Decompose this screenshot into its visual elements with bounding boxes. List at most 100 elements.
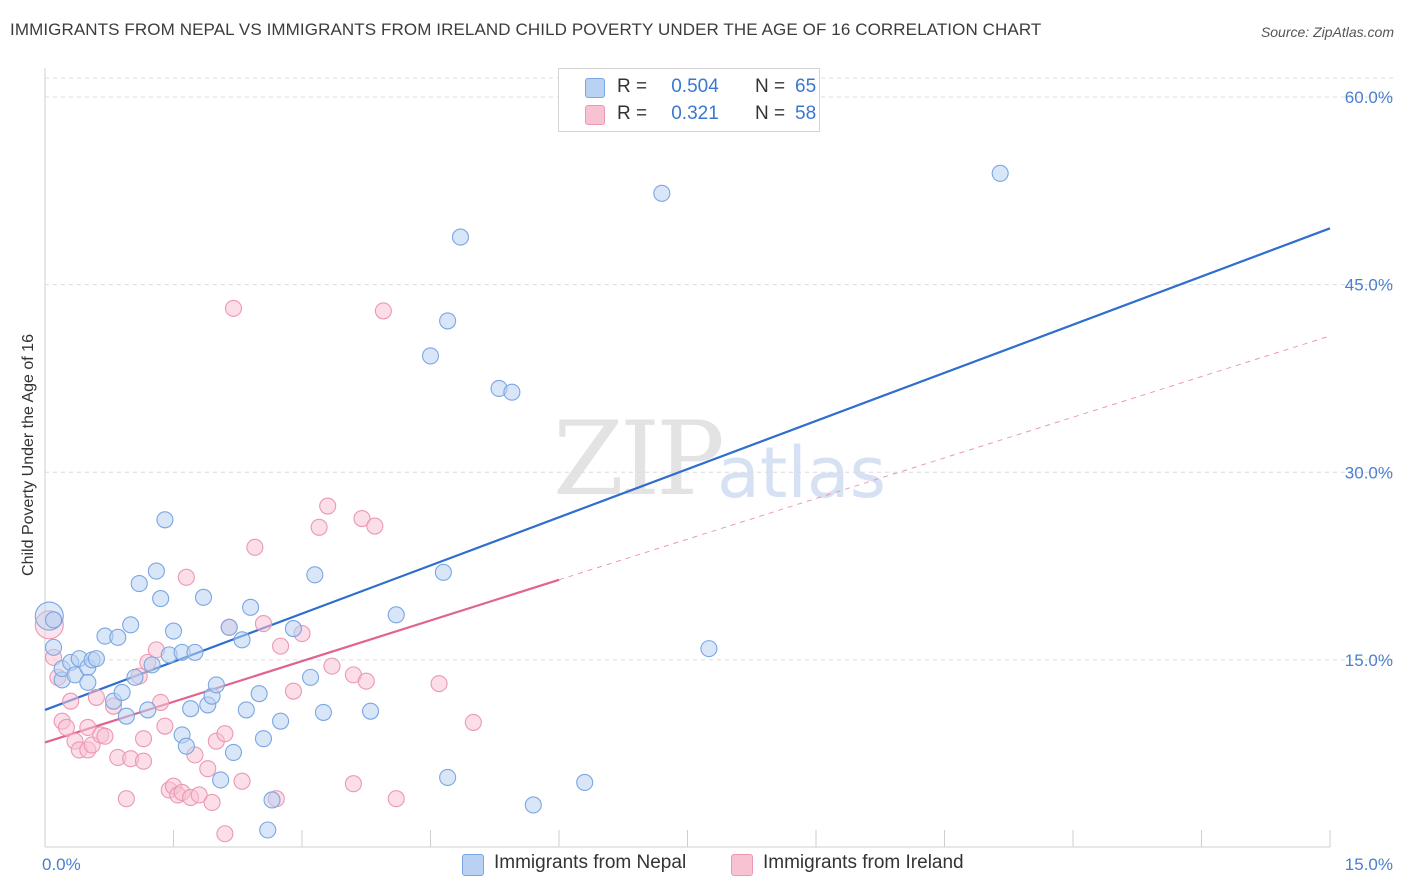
y-axis-label: Child Poverty Under the Age of 16 bbox=[20, 334, 37, 576]
nepal-point bbox=[177, 737, 195, 755]
nepal-point bbox=[314, 703, 332, 721]
nepal-point bbox=[87, 650, 105, 668]
watermark-zip: ZIP bbox=[553, 400, 725, 519]
x-tick-label: 0.0% bbox=[42, 855, 81, 874]
ireland-legend-swatch bbox=[731, 854, 753, 876]
nepal-point bbox=[152, 590, 170, 608]
nepal-point bbox=[126, 668, 144, 686]
legend-n-label: N = bbox=[755, 76, 786, 97]
ireland-point bbox=[246, 538, 264, 556]
nepal-point bbox=[194, 588, 213, 606]
ireland-point bbox=[344, 775, 362, 793]
nepal-point bbox=[186, 643, 204, 661]
y-tick-label: 45.0% bbox=[1345, 276, 1393, 295]
nepal-point bbox=[653, 184, 671, 202]
nepal-point bbox=[272, 712, 290, 730]
ireland-point bbox=[57, 718, 75, 736]
nepal-point bbox=[302, 668, 320, 686]
nepal-point bbox=[143, 656, 161, 674]
legend-n-label: N = bbox=[755, 103, 786, 124]
nepal-point bbox=[250, 685, 268, 703]
nepal-point bbox=[237, 701, 255, 719]
ireland-point bbox=[374, 302, 392, 320]
ireland-point bbox=[134, 730, 153, 748]
tick-labels: 15.0% 30.0% 45.0% 60.0% 0.0% 15.0% Child Pover… bbox=[20, 88, 1393, 874]
nepal-point bbox=[79, 673, 97, 691]
ireland-point bbox=[96, 727, 114, 745]
nepal-point bbox=[254, 730, 273, 748]
legend-r-label: R = bbox=[617, 103, 648, 124]
ireland-point bbox=[152, 693, 170, 711]
nepal-point bbox=[233, 631, 251, 649]
y-tick-label: 30.0% bbox=[1345, 463, 1393, 482]
ireland-legend-label: Immigrants from Ireland bbox=[763, 852, 964, 873]
nepal-point bbox=[164, 622, 183, 640]
ireland-point bbox=[233, 772, 251, 790]
nepal-point bbox=[66, 666, 84, 684]
legend-n-value: 65 bbox=[795, 76, 817, 97]
ireland-point bbox=[216, 825, 234, 843]
ireland-point bbox=[272, 637, 290, 655]
data-points bbox=[34, 164, 1009, 843]
nepal-point bbox=[139, 701, 157, 719]
nepal-point bbox=[439, 312, 457, 330]
legend-r-label: R = bbox=[617, 76, 648, 97]
nepal-point bbox=[700, 640, 718, 658]
nepal-point bbox=[212, 771, 230, 789]
nepal-point bbox=[361, 702, 380, 720]
nepal-point bbox=[45, 611, 63, 629]
nepal-point bbox=[117, 707, 135, 725]
nepal-point bbox=[263, 791, 281, 809]
nepal-point bbox=[434, 563, 452, 581]
gridlines bbox=[45, 77, 1395, 661]
nepal-point bbox=[576, 773, 594, 792]
nepal-point bbox=[156, 511, 174, 529]
ireland-point bbox=[134, 752, 153, 770]
ireland-point bbox=[284, 682, 302, 700]
nepal-point bbox=[439, 768, 457, 787]
ireland-point bbox=[387, 790, 405, 808]
nepal-point bbox=[122, 616, 140, 634]
nepal-point bbox=[284, 620, 302, 638]
ireland-trend-extension bbox=[558, 335, 1331, 581]
nepal-point bbox=[451, 228, 470, 246]
stats-legend: R = 0.504 N = 65 R = 0.321 N = 58 bbox=[558, 68, 820, 132]
ireland-point bbox=[199, 760, 217, 778]
nepal-point bbox=[387, 606, 405, 624]
nepal-legend-swatch bbox=[462, 854, 484, 876]
ireland-point bbox=[156, 717, 174, 735]
legend-r-value: 0.504 bbox=[671, 76, 719, 97]
nepal-point bbox=[991, 164, 1009, 182]
nepal-point bbox=[207, 676, 225, 694]
ireland-point bbox=[79, 718, 97, 736]
source-label: Source: ZipAtlas.com bbox=[1260, 24, 1394, 40]
ireland-point bbox=[177, 568, 195, 586]
nepal-point bbox=[109, 628, 127, 646]
ireland-point bbox=[319, 497, 337, 515]
axes bbox=[44, 68, 1331, 848]
y-tick-label: 15.0% bbox=[1345, 651, 1393, 670]
nepal-point bbox=[259, 821, 277, 839]
nepal-point bbox=[130, 575, 148, 593]
nepal-swatch bbox=[585, 78, 605, 98]
watermark-atlas: atlas bbox=[717, 432, 887, 514]
ireland-point bbox=[87, 688, 105, 706]
nepal-point bbox=[182, 700, 200, 718]
ireland-point bbox=[366, 517, 384, 535]
ireland-point bbox=[254, 615, 273, 633]
ireland-point bbox=[216, 725, 234, 743]
ireland-point bbox=[117, 790, 135, 808]
ireland-point bbox=[310, 518, 328, 536]
nepal-point bbox=[503, 383, 521, 401]
nepal-point bbox=[147, 562, 165, 580]
ireland-point bbox=[62, 692, 80, 710]
ireland-point bbox=[224, 299, 243, 317]
nepal-point bbox=[113, 683, 131, 701]
nepal-point bbox=[224, 743, 243, 761]
ireland-point bbox=[430, 675, 448, 693]
nepal-point bbox=[45, 638, 63, 656]
nepal-point bbox=[421, 347, 440, 365]
nepal-point bbox=[524, 796, 542, 814]
y-tick-label: 60.0% bbox=[1345, 88, 1393, 107]
